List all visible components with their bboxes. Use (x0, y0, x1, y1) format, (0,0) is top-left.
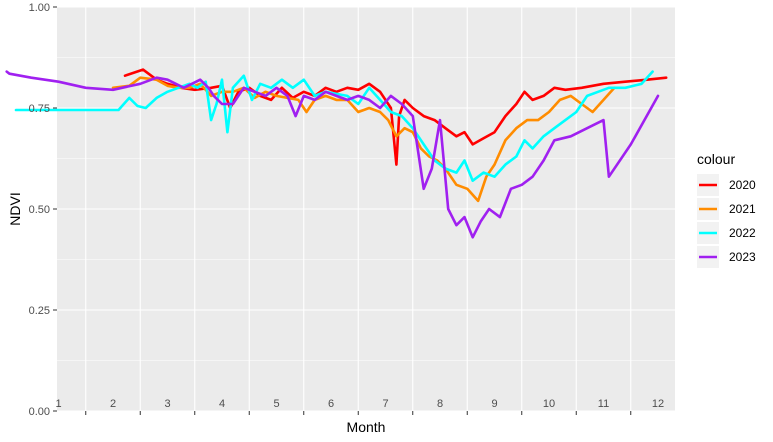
x-tick-label: 2 (110, 398, 116, 410)
y-tick-label: 0.00 (29, 406, 50, 418)
grid-lines (57, 6, 675, 412)
legend: colour 2020 2021 2022 2023 (697, 151, 756, 268)
x-tick-label: 3 (164, 398, 170, 410)
series-line-2021 (111, 76, 616, 203)
x-tick-label: 11 (598, 398, 609, 410)
series-line-2023 (5, 70, 660, 239)
legend-label: 2023 (729, 250, 756, 264)
series-layer (5, 68, 668, 239)
y-axis-title: NDVI (7, 192, 23, 225)
x-tick-label: 12 (652, 398, 664, 410)
y-tick-label: 0.75 (29, 103, 50, 115)
legend-title: colour (697, 151, 735, 167)
x-tick-label: 7 (382, 398, 388, 410)
x-axis: 1 2 3 4 5 6 7 8 9 10 11 12 (55, 398, 664, 415)
x-tick-label: 5 (273, 398, 279, 410)
y-tick-label: 0.25 (29, 305, 50, 317)
y-tick-label: 1.00 (29, 2, 50, 14)
x-tick-label: 6 (328, 398, 334, 410)
y-tick-label: 0.50 (29, 204, 50, 216)
x-tick-label: 1 (55, 398, 61, 410)
y-axis: 0.00 0.25 0.50 0.75 1.00 (29, 2, 57, 418)
legend-label: 2021 (729, 202, 756, 216)
x-axis-title: Month (347, 419, 386, 435)
legend-items: 2020 2021 2022 2023 (697, 174, 756, 268)
legend-label: 2020 (729, 178, 756, 192)
legend-label: 2022 (729, 226, 756, 240)
x-tick-label: 10 (543, 398, 555, 410)
x-tick-label: 9 (491, 398, 497, 410)
x-tick-label: 4 (219, 398, 225, 410)
x-tick-label: 8 (437, 398, 443, 410)
